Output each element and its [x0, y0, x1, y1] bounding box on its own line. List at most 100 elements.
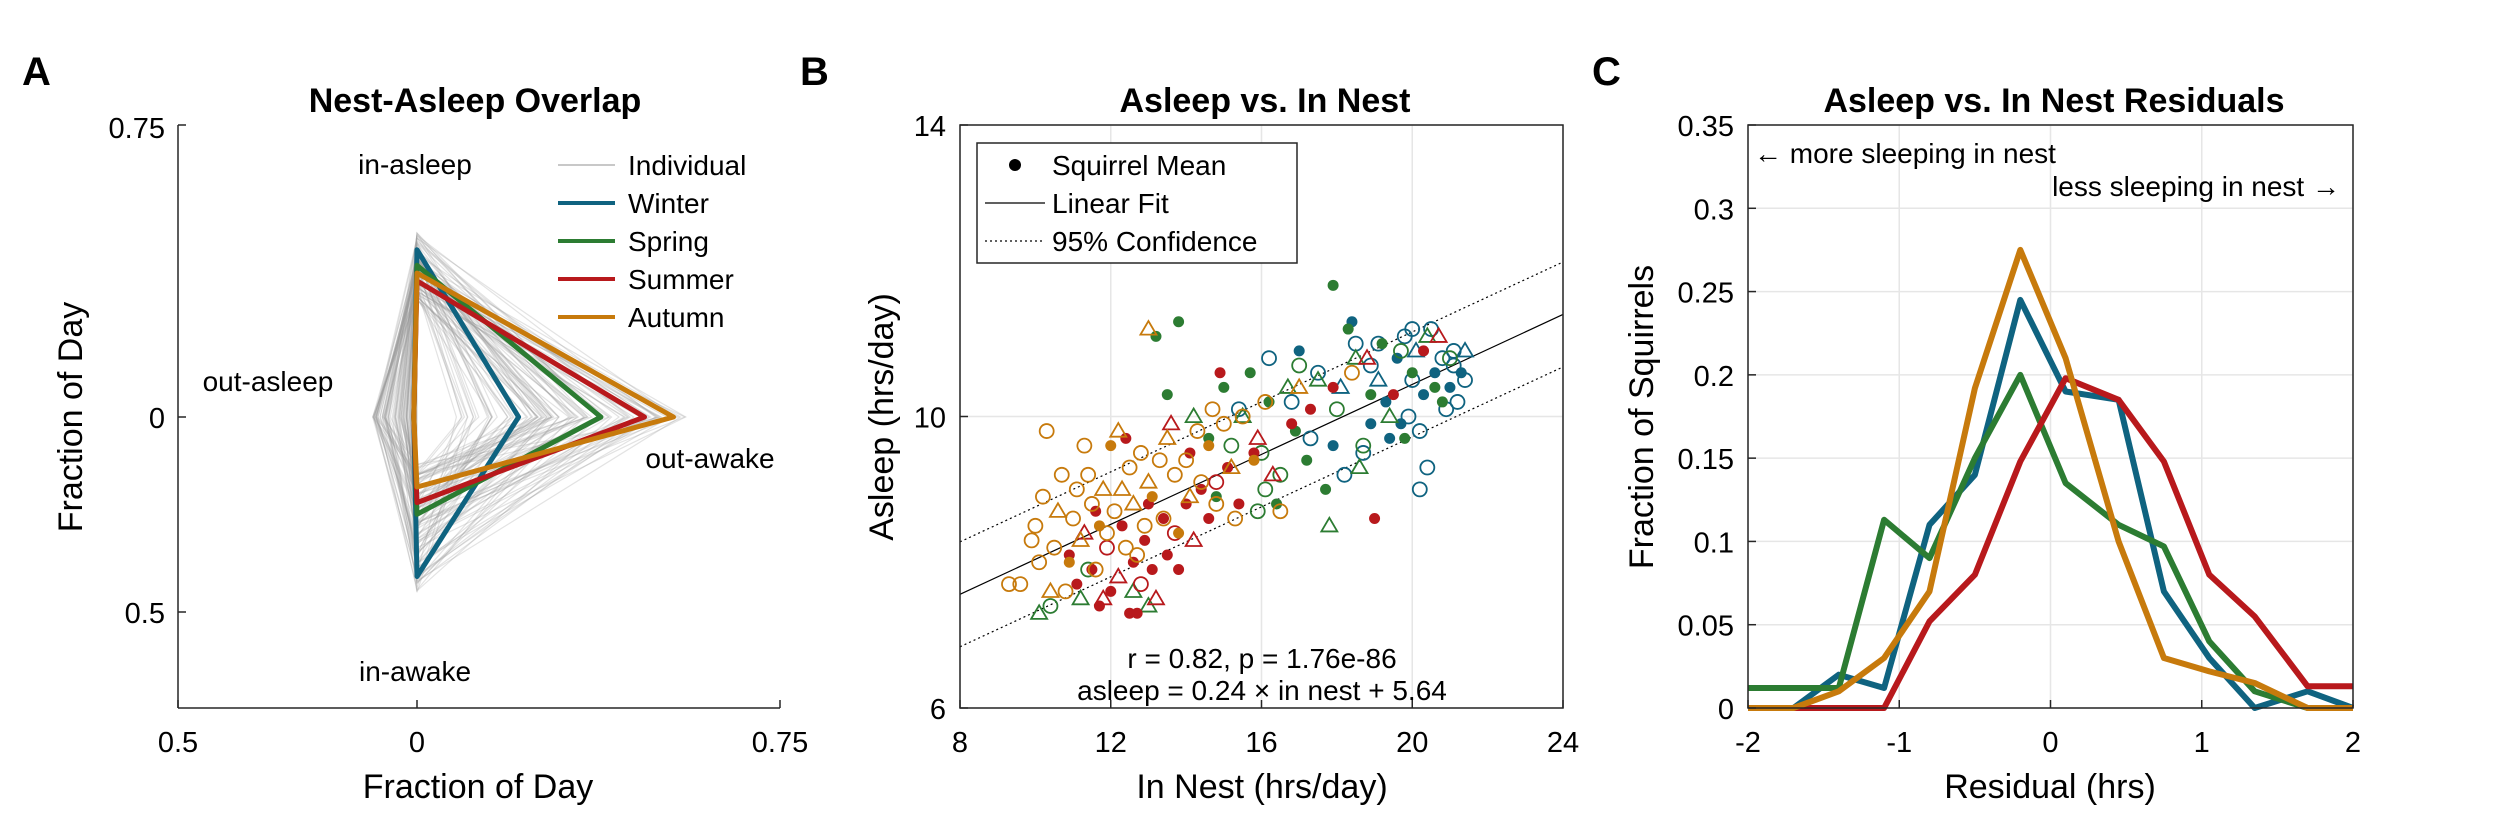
- scatter-point: [1138, 319, 1159, 336]
- scatter-point: [1203, 513, 1215, 525]
- scatter-point: [1208, 474, 1225, 490]
- panel-b-title: Asleep vs. In Nest: [1119, 82, 1410, 120]
- individual-trace: [384, 263, 560, 582]
- panel-a-legend: Individual Winter Spring Summer Autumn: [558, 150, 746, 333]
- panel-b-ticks: 8 12 16 20 24 6 10 14: [914, 111, 1579, 759]
- radar-series-autumn: [411, 270, 676, 490]
- scatter-point: [1063, 556, 1075, 568]
- x-tick-label: 0: [2042, 727, 2058, 759]
- scatter-point: [1150, 330, 1162, 342]
- scatter-point: [1380, 406, 1400, 424]
- scatter-point: [1203, 440, 1215, 452]
- scatter-point: [1057, 583, 1074, 600]
- scatter-point: [1146, 564, 1158, 576]
- y-tick-label: 0.15: [1678, 444, 1734, 476]
- panel-c-title: Asleep vs. In Nest Residuals: [1823, 82, 2284, 120]
- scatter-point: [1272, 466, 1289, 483]
- scatter-point: [1208, 496, 1225, 512]
- radar-label-in-asleep: in-asleep: [358, 149, 472, 180]
- panel-c-annotation-right: less sleeping in nest →: [2052, 171, 2340, 202]
- scatter-point: [1146, 588, 1166, 606]
- panel-c-grid: [1747, 124, 2354, 709]
- scatter-point: [1278, 377, 1298, 394]
- scatter-point: [1328, 401, 1345, 418]
- x-tick-label: 16: [1245, 727, 1277, 759]
- scatter-point: [1133, 445, 1149, 461]
- scatter-point: [1112, 479, 1132, 496]
- scatter-point: [1116, 520, 1128, 532]
- scatter-point: [1120, 432, 1132, 444]
- scatter-point: [1124, 607, 1136, 619]
- scatter-point: [1346, 348, 1366, 365]
- panel-a-x-tick-label: 0.5: [158, 727, 198, 759]
- scatter-point: [1449, 394, 1466, 410]
- radar-label-out-asleep: out-asleep: [203, 366, 334, 397]
- scatter-point: [1387, 389, 1399, 401]
- scatter-point: [1400, 408, 1417, 425]
- scatter-point: [1320, 483, 1332, 495]
- scatter-point: [1105, 585, 1117, 597]
- panel-b-x-axis-label: In Nest (hrs/day): [1136, 768, 1387, 806]
- scatter-point: [1434, 350, 1451, 367]
- scatter-point: [1087, 561, 1104, 578]
- scatter-point: [1184, 530, 1204, 547]
- legend-marker-squirrel-mean: [1009, 159, 1021, 171]
- panel-b-equation-annotation: asleep = 0.24 × in nest + 5.64: [1077, 675, 1447, 706]
- scatter-point: [1053, 466, 1070, 483]
- scatter-point: [1244, 367, 1256, 379]
- scatter-point: [1133, 576, 1149, 593]
- scatter-point: [1355, 445, 1372, 461]
- scatter-point: [1136, 517, 1153, 534]
- scatter-point: [1031, 554, 1048, 571]
- scatter-point: [1436, 396, 1448, 408]
- panel-b-stats-annotation: r = 0.82, p = 1.76e-86: [1127, 643, 1396, 674]
- x-tick-label: -2: [1735, 727, 1761, 759]
- scatter-point: [1138, 472, 1159, 489]
- scatter-point: [1155, 510, 1172, 527]
- scatter-point: [1218, 381, 1230, 393]
- scatter-point: [1158, 513, 1170, 525]
- scatter-point: [1123, 494, 1143, 511]
- scatter-point: [1108, 421, 1128, 438]
- scatter-point: [1012, 576, 1029, 593]
- y-tick-label: 0.05: [1678, 611, 1734, 643]
- scatter-point: [1344, 364, 1360, 381]
- y-tick-label: 0.25: [1678, 278, 1734, 310]
- y-tick-label: 10: [914, 403, 946, 435]
- scatter-point: [1173, 527, 1185, 539]
- scatter-point: [1065, 510, 1081, 527]
- panel-a-title: Nest-Asleep Overlap: [309, 82, 642, 120]
- panel-a-x-tick-label: 0.75: [752, 727, 808, 759]
- scatter-point: [1131, 607, 1143, 619]
- scatter-point: [1180, 486, 1200, 504]
- scatter-point: [1283, 394, 1300, 410]
- panel-letter-b: B: [800, 50, 829, 94]
- panel-a-y-axis-label: Fraction of Day: [52, 302, 90, 533]
- scatter-point: [1384, 432, 1396, 444]
- x-tick-label: 1: [2194, 727, 2210, 759]
- legend-label-summer: Summer: [628, 264, 734, 295]
- residual-line-autumn: [1748, 246, 2353, 711]
- scatter-point: [1027, 517, 1044, 534]
- scatter-point: [1355, 437, 1372, 454]
- individual-trace: [407, 290, 560, 592]
- residual-line-winter: [1748, 296, 2355, 711]
- y-tick-label: 0.2: [1694, 361, 1734, 393]
- x-tick-label: 24: [1547, 727, 1579, 759]
- scatter-point: [1151, 452, 1168, 469]
- scatter-point: [1272, 503, 1289, 520]
- scatter-point: [1178, 452, 1195, 469]
- scatter-point: [1071, 530, 1091, 547]
- x-tick-label: 20: [1396, 727, 1428, 759]
- radar-label-out-awake: out-awake: [645, 443, 774, 474]
- scatter-point: [1417, 326, 1437, 343]
- scatter-point: [1369, 513, 1381, 525]
- scatter-point: [1261, 350, 1277, 367]
- x-tick-label: 12: [1095, 727, 1127, 759]
- individual-trace: [377, 268, 613, 592]
- scatter-point: [1327, 440, 1339, 452]
- scatter-point: [1042, 598, 1059, 614]
- scatter-point: [1248, 428, 1268, 445]
- legend-label-winter: Winter: [628, 188, 709, 219]
